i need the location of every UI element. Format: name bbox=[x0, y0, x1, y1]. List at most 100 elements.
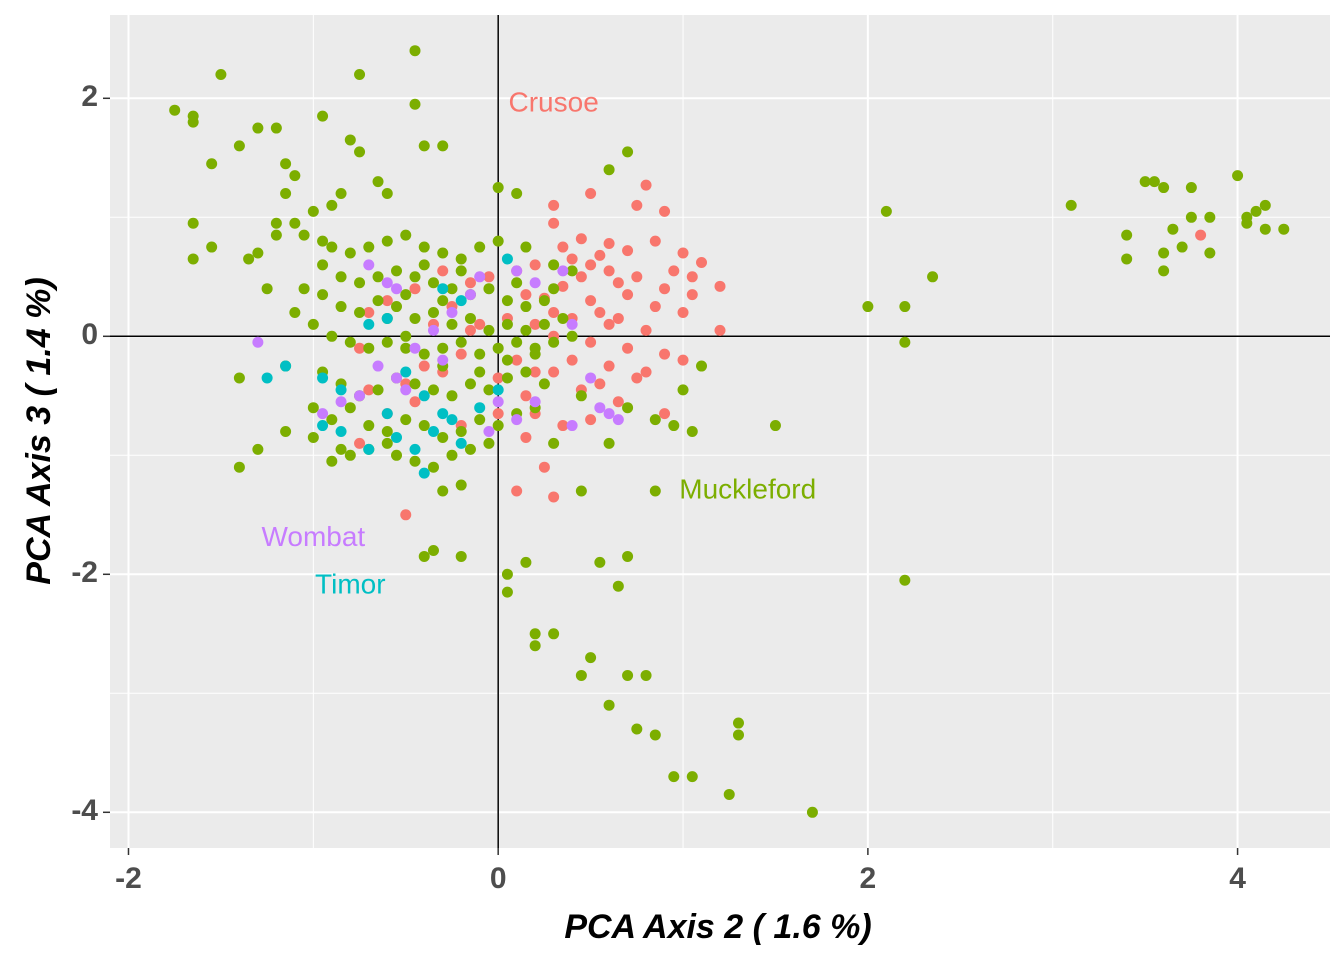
point-muckleford bbox=[400, 289, 412, 301]
point-crusoe bbox=[668, 265, 680, 277]
point-muckleford bbox=[686, 771, 698, 783]
point-muckleford bbox=[677, 384, 689, 396]
point-wombat bbox=[391, 283, 403, 295]
point-timor bbox=[455, 437, 467, 449]
point-crusoe bbox=[548, 491, 560, 503]
point-muckleford bbox=[326, 241, 338, 253]
point-muckleford bbox=[1148, 176, 1160, 188]
point-crusoe bbox=[464, 277, 476, 289]
point-muckleford bbox=[344, 247, 356, 259]
point-muckleford bbox=[1121, 229, 1133, 241]
point-timor bbox=[501, 253, 513, 265]
point-muckleford bbox=[307, 402, 319, 414]
point-muckleford bbox=[344, 449, 356, 461]
point-wombat bbox=[317, 408, 329, 420]
point-muckleford bbox=[862, 301, 874, 313]
point-crusoe bbox=[354, 437, 366, 449]
point-timor bbox=[446, 414, 458, 426]
point-crusoe bbox=[585, 336, 597, 348]
point-muckleford bbox=[446, 449, 458, 461]
point-muckleford bbox=[381, 336, 393, 348]
point-muckleford bbox=[418, 550, 430, 562]
point-crusoe bbox=[492, 408, 504, 420]
point-muckleford bbox=[649, 414, 661, 426]
point-crusoe bbox=[566, 253, 578, 265]
point-muckleford bbox=[668, 420, 680, 432]
point-crusoe bbox=[686, 271, 698, 283]
point-muckleford bbox=[899, 336, 911, 348]
point-muckleford bbox=[381, 188, 393, 199]
y-axis-title: PCA Axis 3 ( 1.4 %) bbox=[20, 277, 58, 584]
point-crusoe bbox=[538, 461, 550, 473]
point-muckleford bbox=[326, 455, 338, 467]
y-tick-label: 2 bbox=[81, 80, 98, 113]
point-muckleford bbox=[1176, 241, 1188, 253]
point-crusoe bbox=[1195, 229, 1207, 241]
point-muckleford bbox=[474, 366, 486, 378]
point-wombat bbox=[474, 271, 486, 283]
point-muckleford bbox=[409, 455, 421, 467]
point-muckleford bbox=[252, 443, 264, 455]
point-timor bbox=[492, 384, 504, 396]
point-muckleford bbox=[418, 259, 430, 271]
data-points bbox=[169, 45, 1290, 818]
point-crusoe bbox=[575, 271, 587, 283]
point-timor bbox=[381, 312, 393, 324]
point-timor bbox=[261, 372, 273, 384]
point-wombat bbox=[566, 318, 578, 330]
point-wombat bbox=[409, 342, 421, 354]
point-muckleford bbox=[400, 330, 412, 342]
point-muckleford bbox=[418, 241, 430, 253]
point-timor bbox=[418, 390, 430, 402]
point-muckleford bbox=[437, 295, 449, 307]
point-muckleford bbox=[548, 628, 560, 640]
point-muckleford bbox=[363, 342, 375, 354]
point-muckleford bbox=[446, 390, 458, 402]
point-crusoe bbox=[585, 188, 597, 199]
point-muckleford bbox=[289, 307, 301, 318]
point-crusoe bbox=[603, 265, 615, 277]
point-muckleford bbox=[1167, 223, 1179, 235]
point-crusoe bbox=[492, 372, 504, 384]
point-muckleford bbox=[363, 420, 375, 432]
point-muckleford bbox=[548, 259, 560, 271]
point-wombat bbox=[252, 336, 264, 348]
point-muckleford bbox=[289, 217, 301, 229]
point-muckleford bbox=[437, 342, 449, 354]
point-muckleford bbox=[187, 253, 199, 265]
point-timor bbox=[335, 426, 347, 437]
point-muckleford bbox=[400, 342, 412, 354]
point-muckleford bbox=[233, 461, 245, 473]
point-muckleford bbox=[1241, 211, 1253, 223]
point-crusoe bbox=[640, 179, 652, 191]
point-crusoe bbox=[511, 485, 523, 497]
point-crusoe bbox=[603, 360, 615, 372]
point-muckleford bbox=[215, 69, 227, 80]
point-crusoe bbox=[400, 509, 412, 521]
point-timor bbox=[391, 431, 403, 443]
point-muckleford bbox=[769, 420, 781, 432]
point-muckleford bbox=[501, 295, 513, 307]
point-muckleford bbox=[437, 247, 449, 259]
point-muckleford bbox=[206, 158, 218, 170]
point-muckleford bbox=[427, 545, 439, 556]
point-muckleford bbox=[474, 241, 486, 253]
point-muckleford bbox=[575, 669, 587, 681]
point-muckleford bbox=[603, 699, 615, 711]
point-muckleford bbox=[372, 271, 384, 283]
point-wombat bbox=[335, 396, 347, 408]
point-muckleford bbox=[899, 574, 911, 586]
point-muckleford bbox=[307, 431, 319, 443]
point-muckleford bbox=[354, 69, 366, 80]
point-muckleford bbox=[806, 806, 818, 818]
point-crusoe bbox=[594, 307, 606, 318]
point-muckleford bbox=[474, 414, 486, 426]
point-muckleford bbox=[501, 568, 513, 580]
point-crusoe bbox=[566, 354, 578, 366]
point-muckleford bbox=[437, 431, 449, 443]
point-muckleford bbox=[668, 771, 680, 783]
point-muckleford bbox=[427, 307, 439, 318]
point-muckleford bbox=[492, 342, 504, 354]
point-muckleford bbox=[622, 146, 634, 158]
